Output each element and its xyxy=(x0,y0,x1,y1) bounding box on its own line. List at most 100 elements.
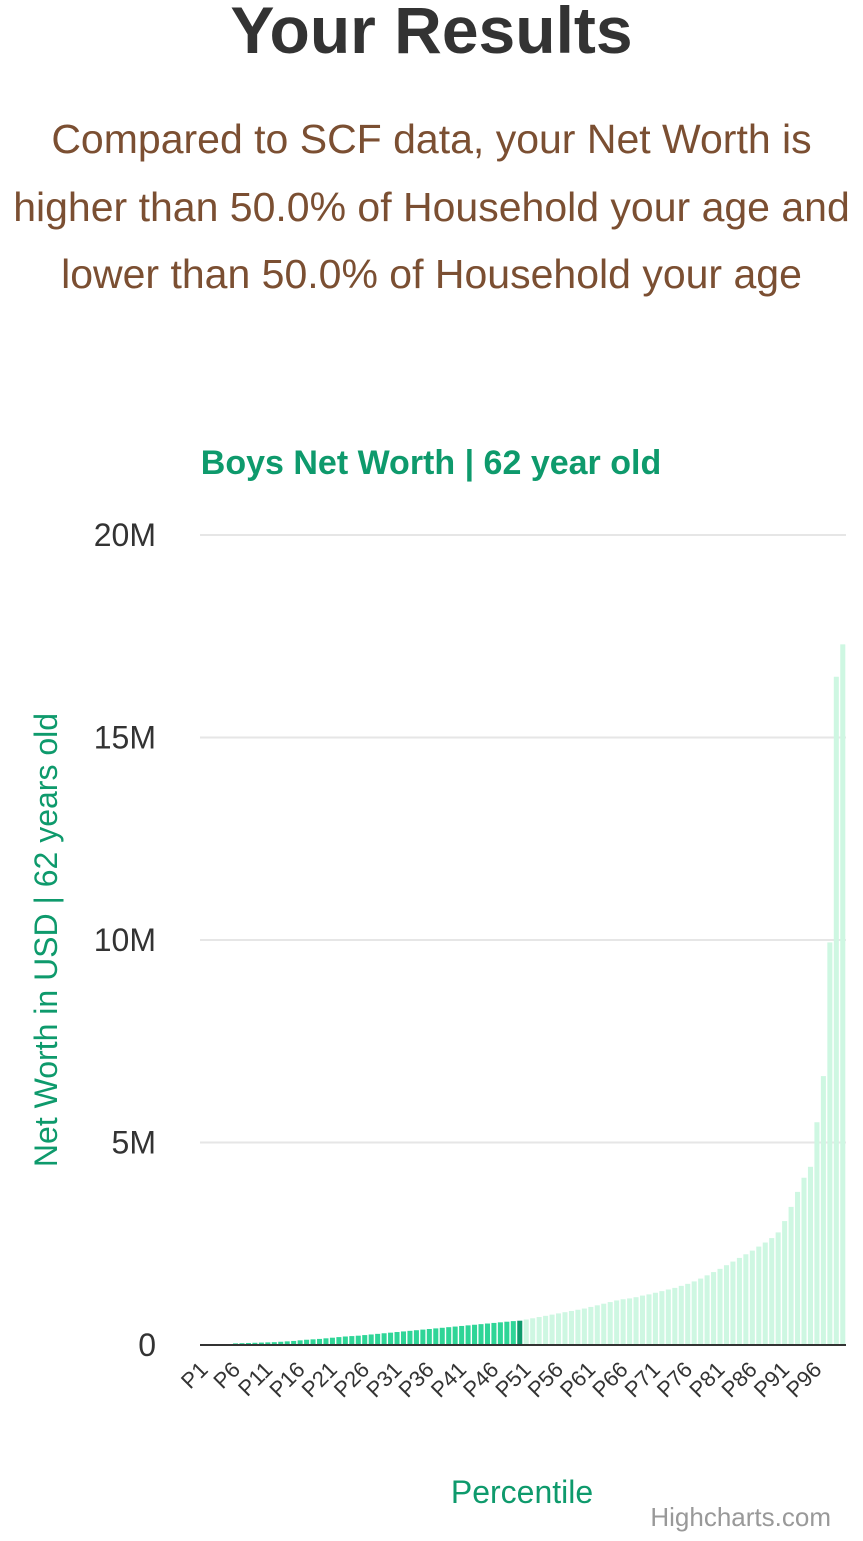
bar-p74[interactable] xyxy=(672,1287,678,1345)
bar-p28[interactable] xyxy=(375,1333,381,1345)
bar-p11[interactable] xyxy=(265,1342,271,1345)
bar-p10[interactable] xyxy=(258,1342,264,1345)
bar-p83[interactable] xyxy=(730,1261,736,1345)
credits-link[interactable]: Highcharts.com xyxy=(650,1502,831,1532)
bar-p9[interactable] xyxy=(252,1342,258,1345)
x-tick-label: P1 xyxy=(176,1357,213,1394)
bar-p12[interactable] xyxy=(271,1342,277,1345)
bar-p50[interactable] xyxy=(517,1320,523,1345)
bar-p48[interactable] xyxy=(504,1321,510,1345)
bar-p68[interactable] xyxy=(633,1297,639,1345)
bar-p40[interactable] xyxy=(452,1326,458,1345)
bar-p98[interactable] xyxy=(827,942,833,1345)
bar-p14[interactable] xyxy=(284,1341,290,1345)
bar-p55[interactable] xyxy=(549,1314,555,1346)
bar-p93[interactable] xyxy=(795,1191,801,1345)
bar-p34[interactable] xyxy=(413,1330,419,1345)
bar-p75[interactable] xyxy=(678,1285,684,1345)
bar-p39[interactable] xyxy=(446,1327,452,1345)
bar-p96[interactable] xyxy=(814,1122,820,1345)
bar-p65[interactable] xyxy=(614,1300,620,1345)
bar-p78[interactable] xyxy=(698,1278,704,1345)
bar-p82[interactable] xyxy=(723,1265,730,1345)
bar-p86[interactable] xyxy=(749,1250,755,1345)
bar-p100[interactable] xyxy=(840,644,846,1345)
bar-p26[interactable] xyxy=(362,1335,368,1345)
bar-p63[interactable] xyxy=(601,1303,607,1345)
bar-p76[interactable] xyxy=(685,1283,691,1345)
bar-p27[interactable] xyxy=(368,1334,374,1345)
bar-p81[interactable] xyxy=(717,1268,723,1345)
bar-p36[interactable] xyxy=(426,1329,432,1345)
bar-p58[interactable] xyxy=(568,1310,574,1345)
bar-p42[interactable] xyxy=(465,1325,471,1345)
bar-p21[interactable] xyxy=(329,1337,335,1345)
grid-lines xyxy=(200,534,846,1144)
bar-p15[interactable] xyxy=(291,1340,297,1345)
bar-p30[interactable] xyxy=(388,1332,394,1345)
bar-p66[interactable] xyxy=(620,1299,626,1345)
bar-p25[interactable] xyxy=(355,1335,361,1345)
bar-p80[interactable] xyxy=(711,1272,717,1345)
bar-p84[interactable] xyxy=(736,1257,742,1345)
bar-p49[interactable] xyxy=(510,1321,516,1345)
bar-p31[interactable] xyxy=(394,1332,400,1345)
bar-p89[interactable] xyxy=(769,1238,775,1345)
bar-p67[interactable] xyxy=(627,1298,633,1345)
bar-p69[interactable] xyxy=(639,1295,646,1345)
bar-p71[interactable] xyxy=(652,1292,658,1345)
bar-p53[interactable] xyxy=(536,1317,542,1345)
bar-p51[interactable] xyxy=(523,1319,529,1345)
bar-p16[interactable] xyxy=(297,1340,303,1345)
net-worth-chart: Boys Net Worth | 62 year old 0 5M 10M 15M 20… xyxy=(0,420,863,1541)
bar-p90[interactable] xyxy=(775,1232,781,1345)
bar-p45[interactable] xyxy=(484,1323,490,1345)
bar-p52[interactable] xyxy=(530,1318,536,1345)
bar-p99[interactable] xyxy=(833,676,839,1345)
bar-p8[interactable] xyxy=(245,1342,251,1345)
bar-p47[interactable] xyxy=(497,1322,503,1345)
bar-p95[interactable] xyxy=(807,1166,813,1345)
bar-p18[interactable] xyxy=(310,1339,316,1345)
bar-p92[interactable] xyxy=(788,1206,794,1345)
bar-p29[interactable] xyxy=(381,1333,387,1345)
bar-p41[interactable] xyxy=(459,1325,465,1345)
bar-p54[interactable] xyxy=(543,1315,549,1345)
bar-p77[interactable] xyxy=(691,1281,697,1345)
bar-p91[interactable] xyxy=(782,1221,788,1345)
x-axis-labels: P1P6P11P16P21P26P31P36P41P46P51P56P61P66… xyxy=(176,1357,826,1402)
bar-p85[interactable] xyxy=(743,1254,749,1345)
bar-p24[interactable] xyxy=(349,1336,355,1345)
bar-p17[interactable] xyxy=(304,1339,310,1345)
bar-p73[interactable] xyxy=(665,1289,671,1345)
bar-p33[interactable] xyxy=(407,1330,413,1345)
bar-p64[interactable] xyxy=(607,1302,613,1345)
bar-p94[interactable] xyxy=(801,1177,807,1345)
bar-p22[interactable] xyxy=(336,1337,342,1345)
bar-series[interactable] xyxy=(233,644,846,1346)
bar-p13[interactable] xyxy=(278,1341,284,1345)
bar-p38[interactable] xyxy=(439,1327,445,1345)
bar-p87[interactable] xyxy=(756,1246,762,1345)
bar-p32[interactable] xyxy=(400,1331,407,1345)
bar-p37[interactable] xyxy=(433,1328,439,1345)
bar-p61[interactable] xyxy=(588,1306,594,1345)
bar-p59[interactable] xyxy=(575,1309,581,1345)
bar-p23[interactable] xyxy=(342,1336,348,1346)
bar-p20[interactable] xyxy=(323,1338,329,1345)
bar-p56[interactable] xyxy=(556,1313,562,1345)
bar-p35[interactable] xyxy=(420,1329,426,1345)
bar-p44[interactable] xyxy=(478,1324,484,1345)
bar-p43[interactable] xyxy=(472,1324,478,1345)
bar-p79[interactable] xyxy=(704,1275,710,1345)
bar-p19[interactable] xyxy=(316,1338,323,1345)
bar-p70[interactable] xyxy=(646,1294,652,1346)
bar-p97[interactable] xyxy=(820,1076,826,1345)
bar-p57[interactable] xyxy=(562,1312,568,1345)
bar-p72[interactable] xyxy=(659,1291,665,1345)
bar-p60[interactable] xyxy=(581,1308,587,1345)
bar-p88[interactable] xyxy=(762,1242,768,1345)
y-tick-label: 5M xyxy=(112,1125,156,1161)
bar-p62[interactable] xyxy=(594,1305,600,1345)
bar-p46[interactable] xyxy=(491,1322,497,1345)
